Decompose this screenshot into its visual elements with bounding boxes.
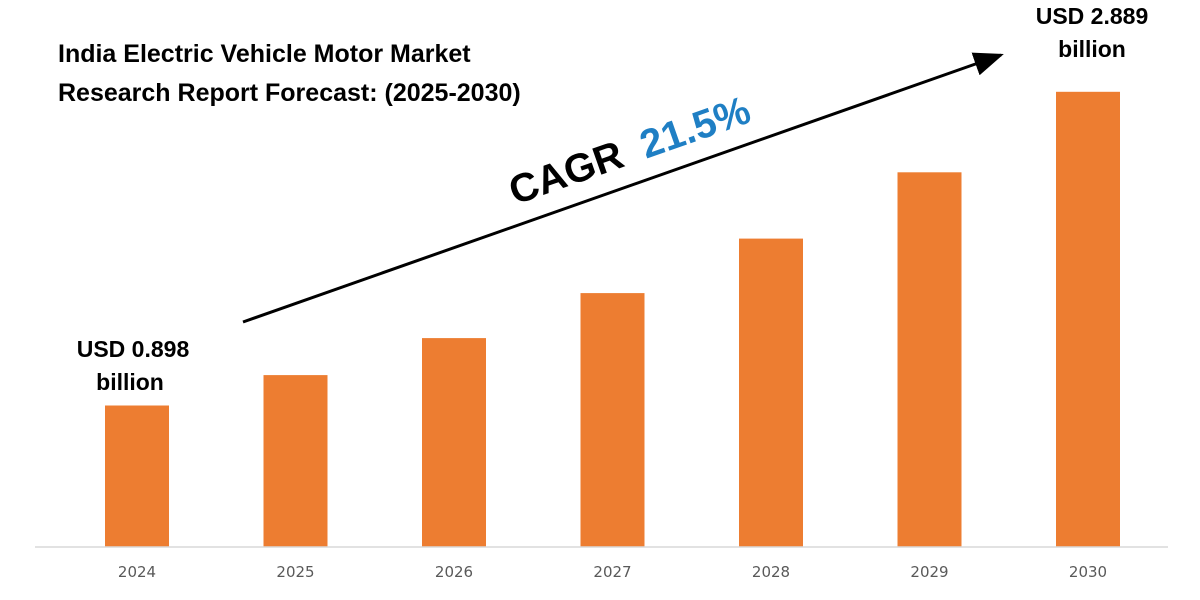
bar-2027 [580,293,645,547]
cagr-value: 21.5% [634,88,756,167]
bar-2024 [105,405,169,547]
bar-2030 [1056,91,1120,548]
chart-title-line-2: Research Report Forecast: (2025-2030) [58,79,521,107]
x-tick-label-2029: 2029 [910,563,948,581]
end-value-label-line-1: USD 2.889 [1036,3,1149,29]
cagr-annotation: CAGR 21.5% [503,88,756,213]
x-tick-label-2025: 2025 [276,563,314,581]
x-tick-label-2026: 2026 [435,563,473,581]
x-tick-label-2024: 2024 [118,563,156,581]
chart-title-line-1: India Electric Vehicle Motor Market [58,40,471,68]
start-value-label-line-1: USD 0.898 [77,336,190,362]
cagr-label: CAGR [503,133,629,214]
x-tick-label-2027: 2027 [593,563,631,581]
bar-2029 [897,172,962,548]
start-value-label-line-2: billion [96,369,164,395]
bar-2025 [263,375,328,547]
growth-trend-arrow [242,52,1004,324]
x-axis-ticks: 2024 2025 2026 2027 2028 2029 2030 [118,563,1107,581]
bar-series [105,91,1120,548]
bar-2028 [739,238,803,547]
end-value-label-line-2: billion [1058,36,1126,62]
bar-2026 [422,338,486,547]
x-tick-label-2030: 2030 [1069,563,1107,581]
x-tick-label-2028: 2028 [752,563,790,581]
